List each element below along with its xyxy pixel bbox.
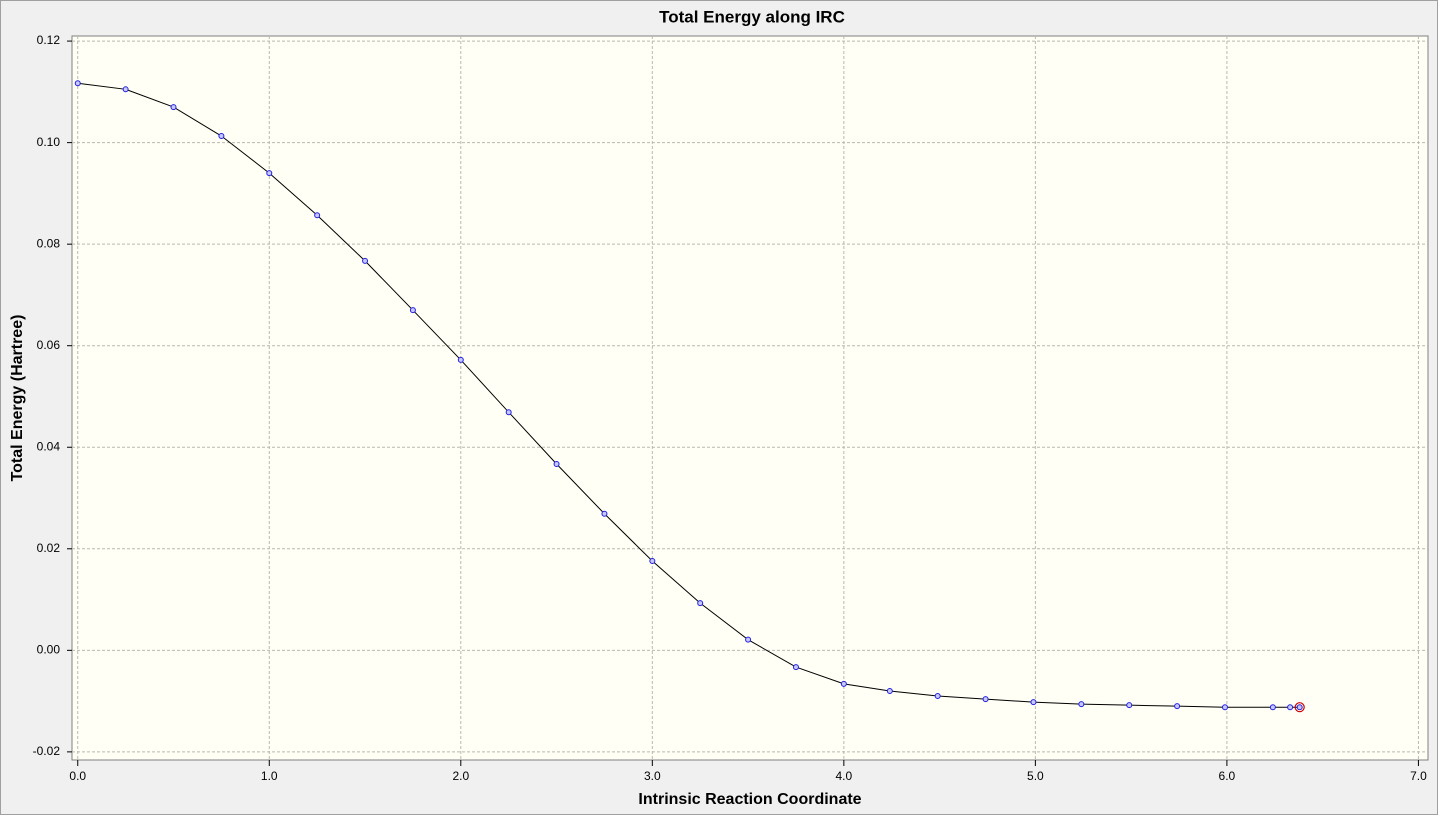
x-tick-label: 5.0: [1027, 769, 1044, 783]
y-tick-label: 0.10: [37, 135, 61, 149]
data-point: [74, 80, 81, 87]
data-point: [601, 510, 608, 517]
data-point: [1126, 702, 1133, 709]
x-tick-label: 7.0: [1410, 769, 1427, 783]
data-point: [218, 133, 225, 140]
x-axis-title: Intrinsic Reaction Coordinate: [638, 791, 861, 808]
x-tick-label: 3.0: [644, 769, 661, 783]
y-tick-label: 0.08: [37, 236, 61, 250]
data-point: [697, 600, 704, 607]
data-point: [1287, 704, 1294, 711]
data-point: [122, 86, 129, 93]
data-point: [649, 557, 656, 564]
x-tick-label: 4.0: [836, 769, 853, 783]
data-point: [1030, 699, 1037, 706]
data-point: [314, 212, 321, 219]
data-point: [409, 307, 416, 314]
y-tick-label: 0.02: [37, 541, 61, 555]
data-point: [792, 664, 799, 671]
x-tick-label: 6.0: [1219, 769, 1236, 783]
y-tick-label: 0.04: [37, 439, 61, 453]
data-point: [1174, 703, 1181, 710]
data-point: [840, 680, 847, 687]
data-point: [1296, 704, 1303, 711]
highlight-point: [1294, 702, 1305, 713]
data-point: [1269, 704, 1276, 711]
data-point: [1078, 701, 1085, 708]
data-point: [934, 693, 941, 700]
data-point: [170, 104, 177, 111]
x-tick-label: 1.0: [261, 769, 278, 783]
chart-title: Total Energy along IRC: [659, 7, 845, 26]
x-tick-label: 0.0: [69, 769, 86, 783]
y-tick-label: 0.06: [37, 338, 61, 352]
data-point: [982, 696, 989, 703]
y-tick-label: 0.00: [37, 643, 61, 657]
data-point: [457, 356, 464, 363]
y-tick-label: 0.12: [37, 33, 61, 47]
data-point: [553, 461, 560, 468]
y-axis-title: Total Energy (Hartree): [9, 315, 26, 482]
data-point: [266, 170, 273, 177]
data-point: [886, 687, 893, 694]
plot-area: [71, 35, 1429, 761]
data-point: [362, 257, 369, 264]
y-tick-label: -0.02: [33, 744, 61, 758]
data-point: [745, 636, 752, 643]
x-tick-label: 2.0: [452, 769, 469, 783]
data-point: [505, 409, 512, 416]
data-line: [77, 82, 1300, 708]
data-point: [1221, 704, 1228, 711]
